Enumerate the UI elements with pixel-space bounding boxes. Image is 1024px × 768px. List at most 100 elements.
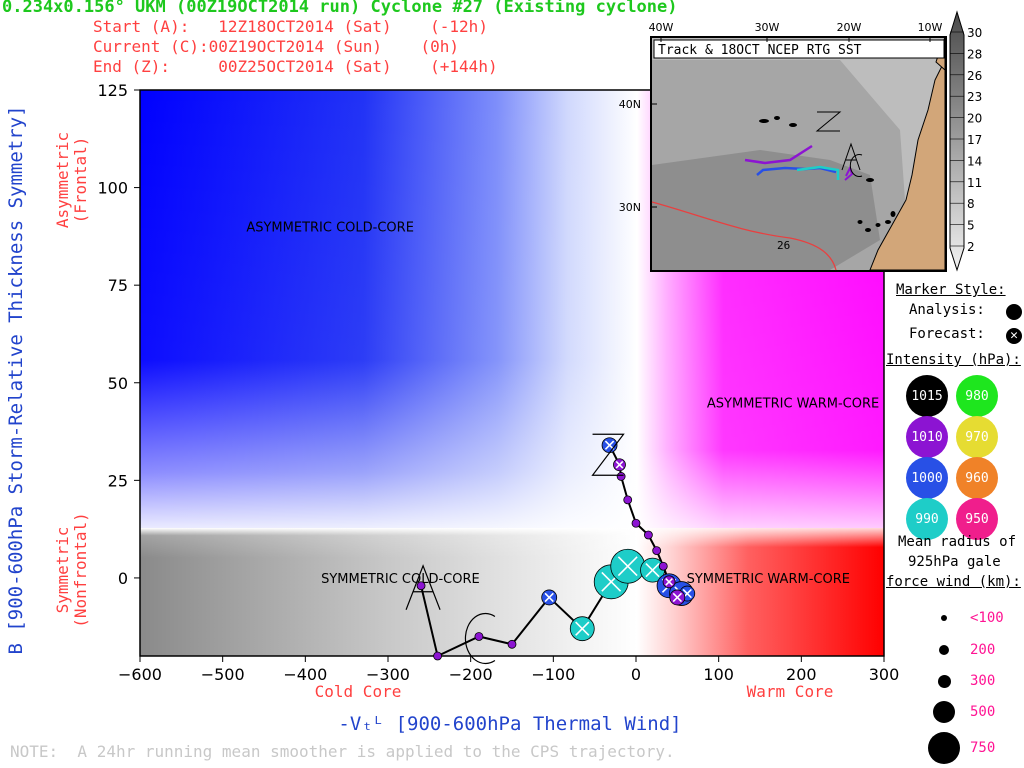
radius-title-3: force wind (km): bbox=[886, 574, 1021, 590]
forecast-cross bbox=[575, 621, 590, 636]
track-point bbox=[507, 639, 517, 649]
track-point bbox=[644, 530, 653, 540]
current-marker-c bbox=[464, 612, 496, 665]
colorbar-label: 30 bbox=[967, 26, 982, 40]
inset-lon-label: 20W bbox=[837, 21, 862, 34]
track-point bbox=[616, 472, 626, 481]
track-point bbox=[433, 651, 443, 661]
y-tick-label: 50 bbox=[108, 374, 128, 393]
colorbar-label: 28 bbox=[967, 47, 982, 61]
colorbar-body bbox=[949, 10, 965, 272]
africa-landmass bbox=[869, 59, 946, 271]
start-time-line: Start (A): 12Z18OCT2014 (Sat) (-12h) bbox=[93, 17, 488, 36]
track-segment-cyan bbox=[796, 165, 840, 180]
track-sst-inset-map: Track & 18OCT NCEP RTG SST 26 40W 30W 20W 1… bbox=[619, 10, 982, 272]
cyclone-track bbox=[405, 433, 696, 665]
x-tick-label: 200 bbox=[786, 665, 817, 684]
intensity-swatch: 960 bbox=[956, 457, 998, 499]
colorbar-label: 11 bbox=[967, 176, 982, 190]
radius-size-label: <100 bbox=[970, 610, 1004, 626]
x-tick-label: −600 bbox=[118, 665, 162, 684]
forecast-cross bbox=[672, 592, 683, 603]
azores-islands bbox=[759, 116, 797, 127]
forecast-marker-icon: ✕ bbox=[1006, 328, 1022, 344]
forecast-cross bbox=[604, 440, 615, 450]
inset-lat-ticks: 40N 30N bbox=[619, 98, 657, 214]
y-side-label-sym-1: Symmetric bbox=[53, 527, 72, 614]
analysis-marker-icon bbox=[1006, 304, 1022, 320]
colorbar-label: 14 bbox=[967, 154, 982, 168]
inset-lat-label: 40N bbox=[619, 98, 641, 111]
x-axis-label: -Vₜᴸ [900-600hPa Thermal Wind] bbox=[338, 713, 681, 735]
inset-marker-z bbox=[815, 111, 842, 132]
x-side-label-cold: Cold Core bbox=[315, 682, 402, 701]
analysis-label: Analysis: bbox=[909, 302, 985, 318]
x-tick-label: −100 bbox=[531, 665, 575, 684]
inset-lon-ticks: 40W 30W 20W 10W bbox=[649, 21, 943, 42]
y-side-label-asym-1: Asymmetric bbox=[53, 132, 72, 228]
track-point bbox=[658, 561, 668, 571]
x-tick-label: −300 bbox=[366, 665, 410, 684]
x-side-label-warm: Warm Core bbox=[747, 682, 834, 701]
sst-contour-line bbox=[651, 201, 837, 271]
intensity-swatch: 950 bbox=[956, 498, 998, 540]
region-label: SYMMETRIC COLD-CORE bbox=[321, 572, 480, 587]
radius-size-dot bbox=[928, 732, 960, 764]
radius-title-2: 925hPa gale bbox=[908, 554, 1001, 570]
intensity-swatch: 1010 bbox=[906, 416, 948, 458]
x-tick-label: −200 bbox=[449, 665, 493, 684]
legend-panel: Marker Style: Analysis: Forecast: ✕ Inte… bbox=[884, 282, 1024, 764]
region-label: SYMMETRIC WARM-CORE bbox=[687, 572, 850, 587]
intensity-swatch: 1015 bbox=[906, 375, 948, 417]
current-time-line: Current (C):00Z19OCT2014 (Sun) (0h) bbox=[93, 37, 460, 56]
y-tick-label: 100 bbox=[97, 179, 128, 198]
inset-lon-label: 10W bbox=[918, 21, 943, 34]
forecast-cross bbox=[615, 460, 624, 469]
forecast-cross bbox=[617, 556, 638, 577]
region-label: ASYMMETRIC WARM-CORE bbox=[707, 396, 879, 411]
forecast-cross bbox=[665, 577, 673, 586]
canary-madeira-islands bbox=[857, 178, 896, 232]
track-segment-purple bbox=[744, 144, 813, 165]
y-tick-label: 0 bbox=[118, 569, 128, 588]
smoother-note: NOTE: A 24hr running mean smoother is ap… bbox=[10, 742, 675, 761]
radius-size-label: 200 bbox=[970, 642, 996, 658]
inset-contour-label: 26 bbox=[777, 239, 790, 252]
intensity-swatch: 990 bbox=[906, 498, 948, 540]
x-tick-label: 100 bbox=[703, 665, 734, 684]
y-tick-label: 25 bbox=[108, 471, 128, 490]
radius-size-dot bbox=[937, 674, 951, 688]
chart-title: 0.234x0.156° UKM (00Z19OCT2014 run) Cycl… bbox=[2, 0, 678, 17]
x-tick-label: −400 bbox=[283, 665, 327, 684]
intensity-swatch: 980 bbox=[956, 375, 998, 417]
colorbar-label: 2 bbox=[967, 240, 975, 254]
intensity-swatch: 970 bbox=[956, 416, 998, 458]
inset-lat-label: 30N bbox=[619, 201, 641, 214]
intensity-title: Intensity (hPa): bbox=[886, 352, 1021, 368]
y-tick-label: 75 bbox=[108, 276, 128, 295]
x-tick-label: 300 bbox=[869, 665, 900, 684]
forecast-cross bbox=[645, 562, 660, 578]
start-marker-a bbox=[405, 564, 441, 610]
colorbar-label: 23 bbox=[967, 90, 982, 104]
colorbar-label: 20 bbox=[967, 112, 982, 126]
track-point bbox=[652, 546, 662, 556]
region-label: ASYMMETRIC COLD-CORE bbox=[246, 221, 414, 236]
y-tick-label: 125 bbox=[97, 81, 128, 100]
y-side-label-sym-2: (Nonfrontal) bbox=[71, 512, 90, 628]
colorbar-label: 8 bbox=[967, 197, 975, 211]
x-tick-label: −500 bbox=[201, 665, 245, 684]
colorbar-label: 26 bbox=[967, 69, 982, 83]
radius-size-dot bbox=[939, 645, 949, 655]
inset-marker-c bbox=[849, 154, 863, 177]
radius-size-dot bbox=[933, 701, 955, 723]
end-time-line: End (Z): 00Z25OCT2014 (Sat) (+144h) bbox=[93, 57, 498, 76]
intensity-swatch: 1000 bbox=[906, 457, 948, 499]
y-axis-label: B [900-600hPa Storm-Relative Thickness S… bbox=[5, 105, 27, 654]
radius-size-dot bbox=[941, 615, 947, 621]
region-labels: ASYMMETRIC COLD-CORE ASYMMETRIC WARM-CORE… bbox=[246, 221, 879, 587]
sst-shading-south bbox=[652, 150, 880, 270]
radius-size-label: 500 bbox=[970, 704, 996, 720]
radius-title-1: Mean radius of bbox=[898, 534, 1017, 550]
